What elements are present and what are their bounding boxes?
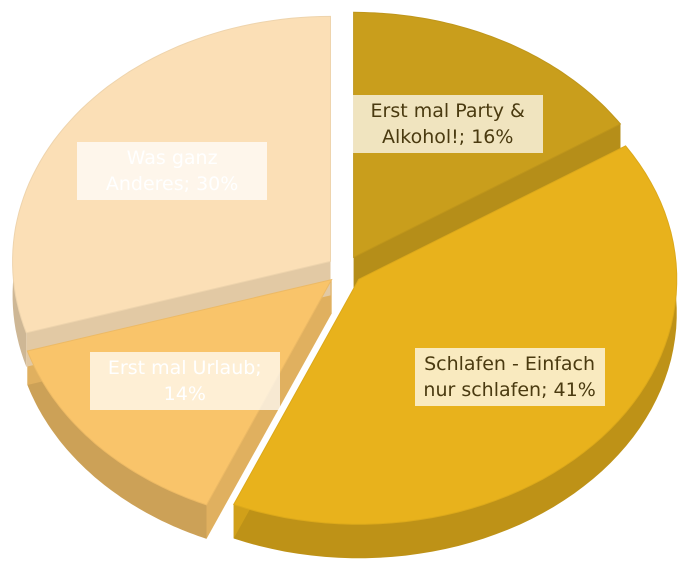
data-label: Erst mal Urlaub; 14% — [89, 352, 280, 411]
data-label: Erst mal Party & Alkohol!; 16% — [352, 94, 543, 153]
slice-side — [27, 351, 207, 539]
data-label: Schlafen - Einfach nur schlafen; 41% — [414, 348, 605, 407]
slice — [232, 145, 678, 525]
data-label: Was ganz Anderes; 30% — [77, 142, 268, 200]
